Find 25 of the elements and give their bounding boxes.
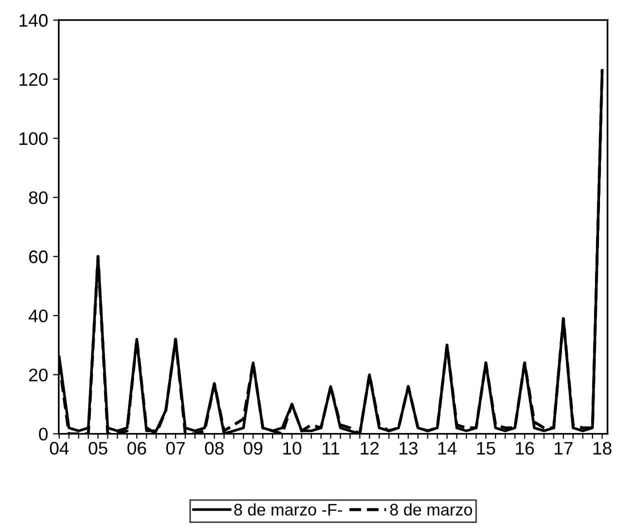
x-tick-label: 17 <box>554 442 573 455</box>
x-tick-label: 13 <box>400 442 418 455</box>
legend-label: 8 de marzo <box>390 503 472 516</box>
y-tick-label: 120 <box>20 73 48 86</box>
legend-label: 8 de marzo -F- <box>234 503 342 516</box>
x-tick-label: 08 <box>205 442 224 455</box>
x-tick-label: 06 <box>127 442 146 455</box>
x-tick-label: 11 <box>322 442 340 455</box>
x-tick-label: 16 <box>516 442 534 455</box>
x-tick-label: 15 <box>477 442 496 455</box>
x-tick-label: 18 <box>594 442 612 455</box>
y-tick-label: 0 <box>39 428 48 440</box>
y-tick-label: 80 <box>29 191 48 204</box>
y-tick-label: 140 <box>20 14 48 27</box>
y-tick-label: 20 <box>29 368 48 382</box>
x-tick-label: 10 <box>283 442 302 455</box>
y-tick-label: 100 <box>20 132 48 146</box>
x-tick-label: 14 <box>438 442 457 455</box>
x-tick-label: 09 <box>244 442 262 455</box>
x-tick-label: 04 <box>50 442 69 455</box>
y-tick-label: 60 <box>29 250 48 264</box>
x-tick-label: 12 <box>360 442 379 455</box>
x-tick-label: 07 <box>166 442 185 455</box>
x-tick-label: 05 <box>88 442 108 455</box>
y-tick-label: 40 <box>28 310 48 322</box>
